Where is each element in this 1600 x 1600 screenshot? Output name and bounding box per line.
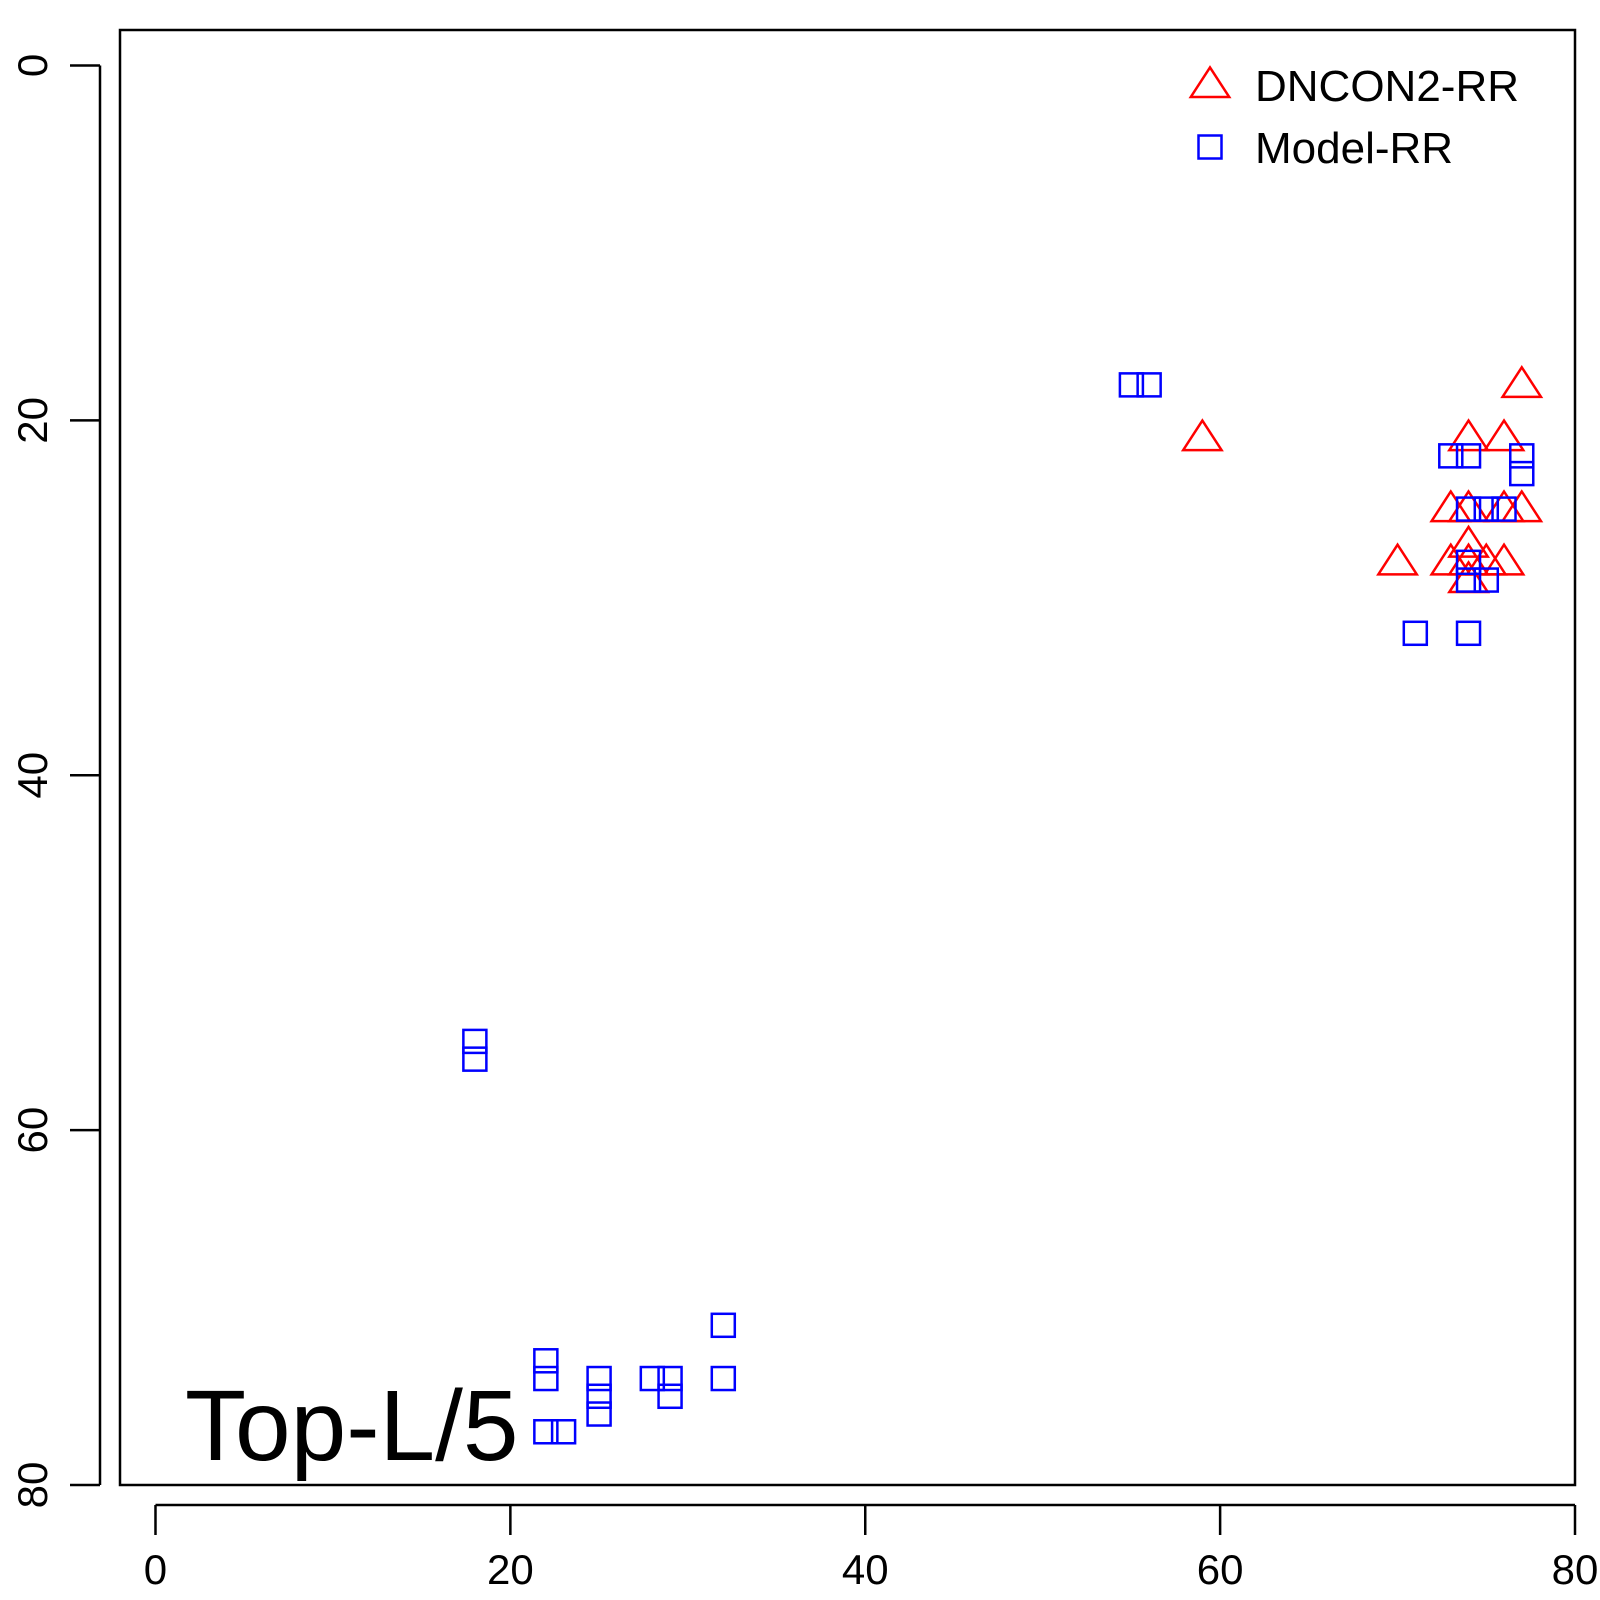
data-point-square [1473,496,1500,522]
data-point-triangle [1500,364,1544,399]
y-tick-label: 80 [9,1462,56,1509]
x-tick-label: 0 [144,1546,167,1593]
data-point-triangle [1376,542,1420,576]
data-point-triangle [1447,418,1491,452]
data-point-triangle [1482,542,1526,576]
data-point-square [1455,496,1482,522]
data-point-square [1455,549,1482,576]
data-point-square [462,1046,488,1072]
data-point-square [462,1028,488,1055]
data-point-square [1136,372,1162,398]
data-point-square [1118,372,1145,398]
series-dncon2-rr [1180,364,1544,594]
data-point-square [533,1348,559,1374]
y-tick-label: 0 [9,54,56,77]
y-axis: 0 20 40 60 80 [9,54,102,1509]
legend-label: DNCON2-RR [1255,62,1519,111]
data-point-square [639,1365,666,1392]
data-point-square [1473,567,1500,593]
y-tick-label: 40 [9,752,56,799]
x-tick-label: 80 [1552,1546,1599,1593]
data-point-square [1455,567,1482,593]
data-point-triangle [1180,418,1224,452]
plot-frame [118,28,1577,1487]
data-point-square [533,1419,559,1445]
x-axis: 0 20 40 60 80 [144,1503,1599,1593]
data-point-square [586,1401,612,1427]
data-point-square [586,1365,612,1392]
series-model-rr [462,372,1535,1445]
chart-annotation: Top-L/5 [185,1370,519,1482]
data-point-square [550,1419,577,1445]
data-point-square [657,1365,683,1392]
data-point-triangle [1500,489,1544,523]
data-point-square [1455,620,1482,647]
y-tick-label: 60 [9,1107,56,1154]
data-point-triangle [1482,418,1526,452]
data-point-square [586,1383,612,1410]
data-point-square [1455,443,1482,469]
legend-marker-square [1197,134,1223,160]
x-tick-label: 60 [1197,1546,1244,1593]
legend: DNCON2-RR Model-RR [1188,62,1519,173]
data-point-square [1509,460,1535,487]
data-point-square [710,1365,737,1392]
data-point-square [533,1365,559,1392]
x-tick-label: 40 [842,1546,889,1593]
data-point-square [1491,496,1517,522]
data-point-square [1438,443,1464,469]
y-tick-label: 20 [9,397,56,444]
data-point-square [1509,443,1535,469]
data-point-square [710,1312,737,1339]
data-points [462,364,1544,1445]
legend-label: Model-RR [1255,124,1453,173]
data-point-square [657,1383,683,1410]
legend-marker-triangle [1188,65,1232,99]
data-point-square [1402,620,1429,647]
x-tick-label: 20 [487,1546,534,1593]
data-point-triangle [1447,524,1491,558]
